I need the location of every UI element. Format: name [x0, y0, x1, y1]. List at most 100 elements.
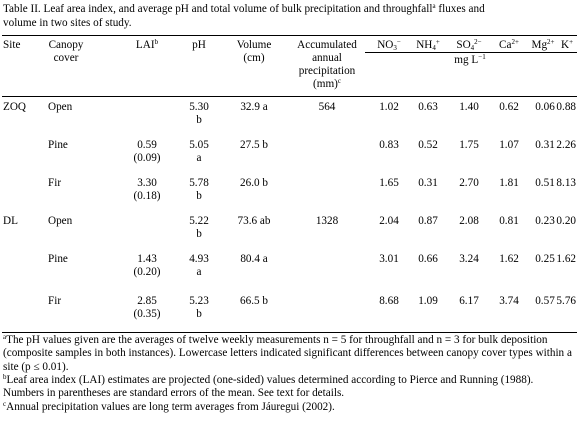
cell-nh4: 0.63	[418, 101, 438, 114]
cell-no3: 1.02	[379, 101, 399, 114]
cell-ca-value: 1.62	[499, 253, 519, 265]
cell-ph_l-value: b	[196, 190, 202, 202]
header-k: K+	[561, 39, 573, 52]
cell-prec-value: 1328	[315, 215, 339, 227]
cell-no3-value: 3.01	[379, 253, 399, 265]
header-accum-line1: Accumulated	[297, 39, 357, 51]
cell-nh4: 0.87	[418, 215, 438, 228]
cell-vol: 32.9 a	[240, 101, 267, 114]
cell-no3-value: 1.02	[379, 101, 399, 113]
cell-nh4: 0.31	[418, 177, 438, 190]
footnote-c-text: Annual precipitation values are long ter…	[6, 401, 335, 413]
cell-lai-value: 2.85	[137, 295, 157, 307]
footnote-b: bLeaf area index (LAI) estimates are pro…	[3, 374, 575, 401]
cell-mg-value: 0.57	[535, 295, 555, 307]
cell-nh4-value: 0.66	[418, 253, 438, 265]
header-ca: Ca2+	[499, 39, 519, 52]
cell-ca-value: 1.07	[499, 139, 519, 151]
cell-ph_l-value: a	[196, 152, 202, 164]
cell-no3-value: 1.65	[379, 177, 399, 189]
mg-sup: 2+	[547, 38, 555, 46]
cell-k: 0.88	[556, 101, 576, 114]
cell-mg-value: 0.23	[535, 215, 555, 227]
cell-ph_l-value: b	[196, 308, 202, 320]
header-volume-line1: Volume	[236, 39, 272, 51]
cell-k-value: 5.76	[556, 295, 576, 307]
unit-text: mg L	[454, 54, 479, 66]
cell-ph: 5.22 b	[189, 215, 209, 241]
cell-ph: 5.23 b	[189, 295, 209, 321]
cell-ca: 1.07	[499, 139, 519, 152]
cell-vol: 66.5 b	[240, 295, 268, 308]
cell-k-value: 0.88	[556, 101, 576, 113]
bottom-rule	[2, 332, 577, 333]
cell-lai: 3.30 (0.18)	[133, 177, 160, 203]
cell-lai_se-value: (0.20)	[133, 266, 161, 278]
cell-k-value: 0.20	[556, 215, 576, 227]
cell-ph-value: 5.23	[189, 295, 209, 307]
cell-k-value: 8.13	[556, 177, 576, 189]
ion-header-underline	[365, 52, 577, 53]
cell-mg: 0.31	[535, 139, 555, 152]
cell-so4: 1.75	[459, 139, 479, 152]
cell-ph-value: 4.93	[189, 253, 209, 265]
cell-so4: 1.40	[459, 101, 479, 114]
cell-lai_se-value: (0.09)	[133, 152, 161, 164]
cell-ca: 0.81	[499, 215, 519, 228]
cell-ca-value: 1.81	[499, 177, 519, 189]
cell-cover: Fir	[48, 177, 61, 190]
cell-mg: 0.06	[535, 101, 555, 114]
cell-ca-value: 0.62	[499, 101, 519, 113]
k-sup: +	[569, 38, 574, 46]
footnote-a-text: The pH values given are the averages of …	[3, 334, 572, 373]
k-base: K	[560, 39, 570, 51]
header-accum-line4: (mm)c	[297, 78, 357, 91]
table-caption: Table II. Leaf area index, and average p…	[3, 3, 485, 16]
cell-mg: 0.23	[535, 215, 555, 228]
header-lai-label: LAI	[135, 39, 155, 51]
header-accum-line2: annual	[312, 52, 342, 64]
cell-prec-value: 564	[318, 101, 336, 113]
header-canopy-line2: cover	[53, 52, 79, 64]
cell-ca: 1.62	[499, 253, 519, 266]
cell-ph: 5.05 a	[189, 139, 209, 165]
cell-ph-value: 5.78	[189, 177, 209, 189]
cell-so4-value: 2.08	[459, 215, 479, 227]
cell-lai: 2.85 (0.35)	[133, 295, 160, 321]
cell-no3-value: 2.04	[379, 215, 399, 227]
cell-ph_l-value: b	[196, 114, 202, 126]
cell-vol: 80.4 a	[240, 253, 267, 266]
footnote-b-mark: b	[3, 373, 7, 381]
footnote-a: aThe pH values given are the averages of…	[3, 334, 575, 374]
header-accum-unit: (mm)	[313, 78, 338, 90]
no3-sub: 3	[393, 44, 397, 52]
header-lai: LAIb	[136, 39, 158, 52]
header-volume: Volume (cm)	[237, 39, 272, 65]
cell-ph: 5.30 b	[189, 101, 209, 127]
cell-so4-value: 6.17	[459, 295, 479, 307]
cell-prec: 1328	[316, 215, 338, 228]
cell-so4-value: 1.75	[459, 139, 479, 151]
so4-sup: 2−	[474, 38, 482, 46]
footnote-c: cAnnual precipitation values are long te…	[3, 401, 575, 414]
cell-k: 5.76	[556, 295, 576, 308]
cell-no3-value: 0.83	[379, 139, 399, 151]
cell-no3: 3.01	[379, 253, 399, 266]
cell-nh4: 0.52	[418, 139, 438, 152]
so4-sub: 4	[470, 44, 475, 52]
caption-footnote-mark: a	[432, 2, 436, 10]
cell-vol-value: 73.6 ab	[237, 215, 271, 227]
header-accum-mark: c	[337, 77, 341, 85]
cell-site: ZOQ	[3, 101, 26, 114]
header-site: Site	[3, 39, 21, 51]
cell-ph-value: 5.05	[189, 139, 209, 151]
cell-k: 0.20	[556, 215, 576, 228]
cell-nh4: 0.66	[418, 253, 438, 266]
cell-no3: 8.68	[379, 295, 399, 308]
cell-mg-value: 0.31	[535, 139, 555, 151]
header-canopy-line1: Canopy	[48, 39, 84, 51]
no3-base: NO	[377, 39, 394, 51]
cell-cover: Fir	[48, 295, 61, 308]
cell-k: 2.26	[556, 139, 576, 152]
no3-sup: −	[396, 38, 401, 46]
